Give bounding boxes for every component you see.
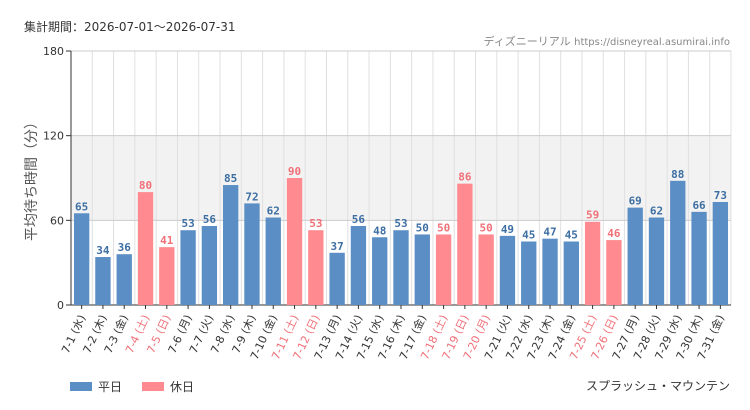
bar [584, 221, 601, 305]
bar [563, 241, 579, 305]
bar [137, 192, 154, 305]
bar [265, 217, 281, 305]
data-label: 53 [181, 217, 194, 230]
bar [414, 234, 430, 305]
data-label: 56 [203, 213, 217, 226]
data-label: 47 [543, 226, 556, 239]
data-label: 50 [416, 221, 429, 234]
data-label: 69 [629, 195, 642, 208]
data-label: 53 [309, 217, 322, 230]
data-label: 72 [245, 190, 258, 203]
legend-item-holiday: 休日 [142, 378, 194, 395]
bar [223, 185, 239, 305]
bar [606, 240, 622, 305]
y-tick-label: 60 [50, 214, 64, 227]
bar [499, 235, 516, 305]
bar [180, 230, 196, 305]
data-label: 85 [224, 172, 237, 185]
legend-swatch-weekday [70, 382, 92, 391]
data-label: 88 [671, 168, 684, 181]
attraction-name: スプラッシュ・マウンテン [585, 379, 730, 393]
legend-item-weekday: 平日 [70, 378, 122, 395]
bar [372, 237, 388, 305]
bar [116, 254, 132, 305]
bar [95, 257, 111, 305]
data-label: 50 [437, 221, 450, 234]
data-label: 41 [160, 234, 174, 247]
bar [670, 180, 686, 305]
bar [521, 241, 537, 305]
band-60-120 [71, 135, 731, 221]
period-label: 集計期間：2026-07-01〜2026-07-31 [24, 20, 236, 34]
data-label: 56 [352, 213, 366, 226]
bar [393, 230, 409, 305]
bar [712, 201, 729, 305]
bar [244, 203, 260, 305]
bar [159, 247, 175, 305]
bar [648, 217, 665, 305]
bar [691, 211, 707, 305]
y-tick-label: 0 [57, 299, 64, 312]
y-tick-label: 180 [43, 45, 64, 58]
source-url[interactable]: https://disneyreal.asumirai.info [574, 37, 730, 48]
legend-label-holiday: 休日 [170, 380, 195, 394]
legend-label-weekday: 平日 [98, 380, 123, 394]
bar [478, 234, 494, 305]
data-label: 80 [139, 179, 152, 192]
data-label: 37 [331, 240, 344, 253]
bar [542, 238, 558, 305]
legend-swatch-holiday [142, 382, 165, 391]
data-label: 65 [75, 200, 88, 213]
bar [435, 234, 452, 305]
data-label: 62 [267, 205, 280, 218]
data-label: 53 [394, 217, 407, 230]
data-label: 73 [714, 189, 727, 202]
data-label: 90 [288, 165, 301, 178]
source-name: ディズニーリアル [483, 35, 571, 48]
source-credit[interactable]: ディズニーリアル https://disneyreal.asumirai.inf… [484, 33, 731, 49]
data-label: 62 [650, 205, 663, 218]
data-label: 50 [480, 221, 493, 234]
data-label: 45 [565, 229, 578, 242]
bar [457, 183, 473, 305]
data-label: 46 [607, 227, 621, 240]
data-label: 66 [692, 199, 706, 212]
data-label: 86 [458, 171, 472, 184]
y-axis-label: 平均待ち時間（分） [24, 115, 40, 241]
bar [627, 207, 643, 305]
data-label: 59 [586, 209, 599, 222]
data-label: 45 [522, 229, 535, 242]
data-label: 36 [118, 241, 132, 254]
chart-legend: 平日 休日 [70, 378, 214, 395]
bar [73, 213, 90, 305]
data-label: 49 [501, 223, 514, 236]
bar [201, 225, 218, 305]
bar [329, 252, 345, 305]
data-label: 34 [96, 244, 110, 257]
bar [350, 225, 367, 305]
data-label: 48 [373, 224, 386, 237]
y-tick-label: 120 [43, 130, 64, 143]
bar [308, 230, 324, 305]
bar [286, 178, 303, 305]
